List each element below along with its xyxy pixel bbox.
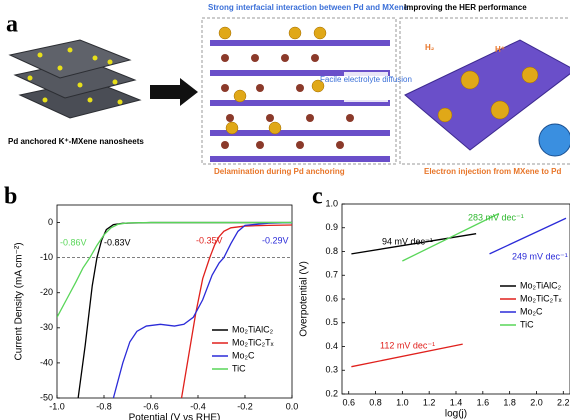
caption: Electron injection from MXene to Pd	[424, 167, 561, 176]
legend-label: Mo₂TiAlC₂	[232, 324, 274, 334]
annotation: 112 mV dec⁻¹	[380, 340, 435, 350]
panel-a: a Pd anchored K⁺-MXene nanosheets	[6, 3, 570, 176]
species: H₂	[425, 43, 435, 52]
x-tick-label: -0.4	[190, 401, 206, 411]
annotation: 283 mV dec⁻¹	[468, 212, 524, 222]
x-tick-label: 1.2	[423, 397, 436, 407]
y-tick-label: 0.7	[325, 270, 338, 280]
x-tick-label: 0.0	[286, 401, 299, 411]
x-tick-label: 2.0	[530, 397, 543, 407]
figure: a Pd anchored K⁺-MXene nanosheets	[0, 0, 570, 420]
x-tick-label: -1.0	[49, 401, 65, 411]
panel-label: b	[4, 184, 17, 210]
plot-frame	[57, 205, 292, 398]
x-tick-label: 2.2	[557, 397, 570, 407]
legend-label: TiC	[520, 319, 534, 329]
x-tick-label: -0.6	[143, 401, 159, 411]
x-tick-label: 0.6	[342, 397, 355, 407]
y-tick-label: 0.9	[325, 222, 338, 232]
x-tick-label: 1.0	[396, 397, 409, 407]
x-tick-label: 1.4	[450, 397, 463, 407]
y-tick-label: 0.8	[325, 246, 338, 256]
annotation: 249 mV dec⁻¹	[512, 251, 568, 261]
y-axis-label: Overpotential (V)	[299, 261, 310, 337]
arrow	[150, 78, 198, 106]
data-line	[113, 223, 292, 398]
nanosheet-stack	[10, 40, 140, 118]
caption: Pd anchored K⁺-MXene nanosheets	[8, 137, 144, 146]
caption: Delamination during Pd anchoring	[214, 167, 345, 176]
x-tick-label: 1.8	[503, 397, 516, 407]
charts: b -1.0 -0.8 -0.6 -0.4 -0.2 0.0 0 -10 -20 -30 -40 -50…	[4, 184, 570, 420]
y-tick-label: -30	[40, 322, 53, 332]
y-tick-label: 0.2	[325, 388, 338, 398]
y-tick-label: 0.6	[325, 293, 338, 303]
x-tick-label: -0.8	[96, 401, 112, 411]
note: Facile electrolyte diffusion	[320, 75, 412, 84]
legend-label: Mo₂C	[520, 306, 543, 316]
x-axis-label: log(j)	[445, 409, 467, 420]
y-tick-label: 0	[48, 217, 53, 227]
data-line	[78, 223, 292, 398]
x-tick-label: 1.6	[477, 397, 490, 407]
annotation: -0.83V	[104, 237, 131, 247]
zoom	[539, 124, 570, 156]
legend-label: Mo₂C	[232, 350, 255, 360]
y-axis-label: Current Density (mA cm⁻²)	[14, 242, 25, 360]
data-line	[57, 223, 292, 318]
species: H⁺	[495, 45, 505, 54]
x-tick-label: 0.8	[369, 397, 382, 407]
y-tick-label: 1.0	[325, 198, 338, 208]
data-line	[490, 218, 566, 254]
y-tick-label: -40	[40, 357, 53, 367]
y-tick-label: 0.4	[325, 341, 338, 351]
panel-label: c	[312, 184, 323, 210]
x-tick-label: -0.2	[237, 401, 253, 411]
y-tick-label: 0.3	[325, 365, 338, 375]
annotation: -0.35V	[196, 235, 223, 245]
legend-label: Mo₂TiC₂Tₓ	[520, 293, 562, 303]
legend-label: Mo₂TiAlC₂	[520, 280, 562, 290]
legend-label: TiC	[232, 363, 246, 373]
y-tick-label: 0.5	[325, 317, 338, 327]
annotation: -0.29V	[262, 235, 289, 245]
header: Strong interfacial interaction between P…	[208, 3, 409, 12]
y-tick-label: -50	[40, 392, 53, 402]
x-axis-label: Potential (V vs RHE)	[129, 413, 221, 420]
header: Improving the HER performance	[404, 3, 527, 12]
annotation: -0.86V	[60, 237, 87, 247]
y-tick-label: -20	[40, 287, 53, 297]
panel-label: a	[6, 12, 18, 38]
annotation: 94 mV dec⁻¹	[382, 236, 433, 246]
y-tick-label: -10	[40, 252, 53, 262]
legend-label: Mo₂TiC₂Tₓ	[232, 337, 274, 347]
